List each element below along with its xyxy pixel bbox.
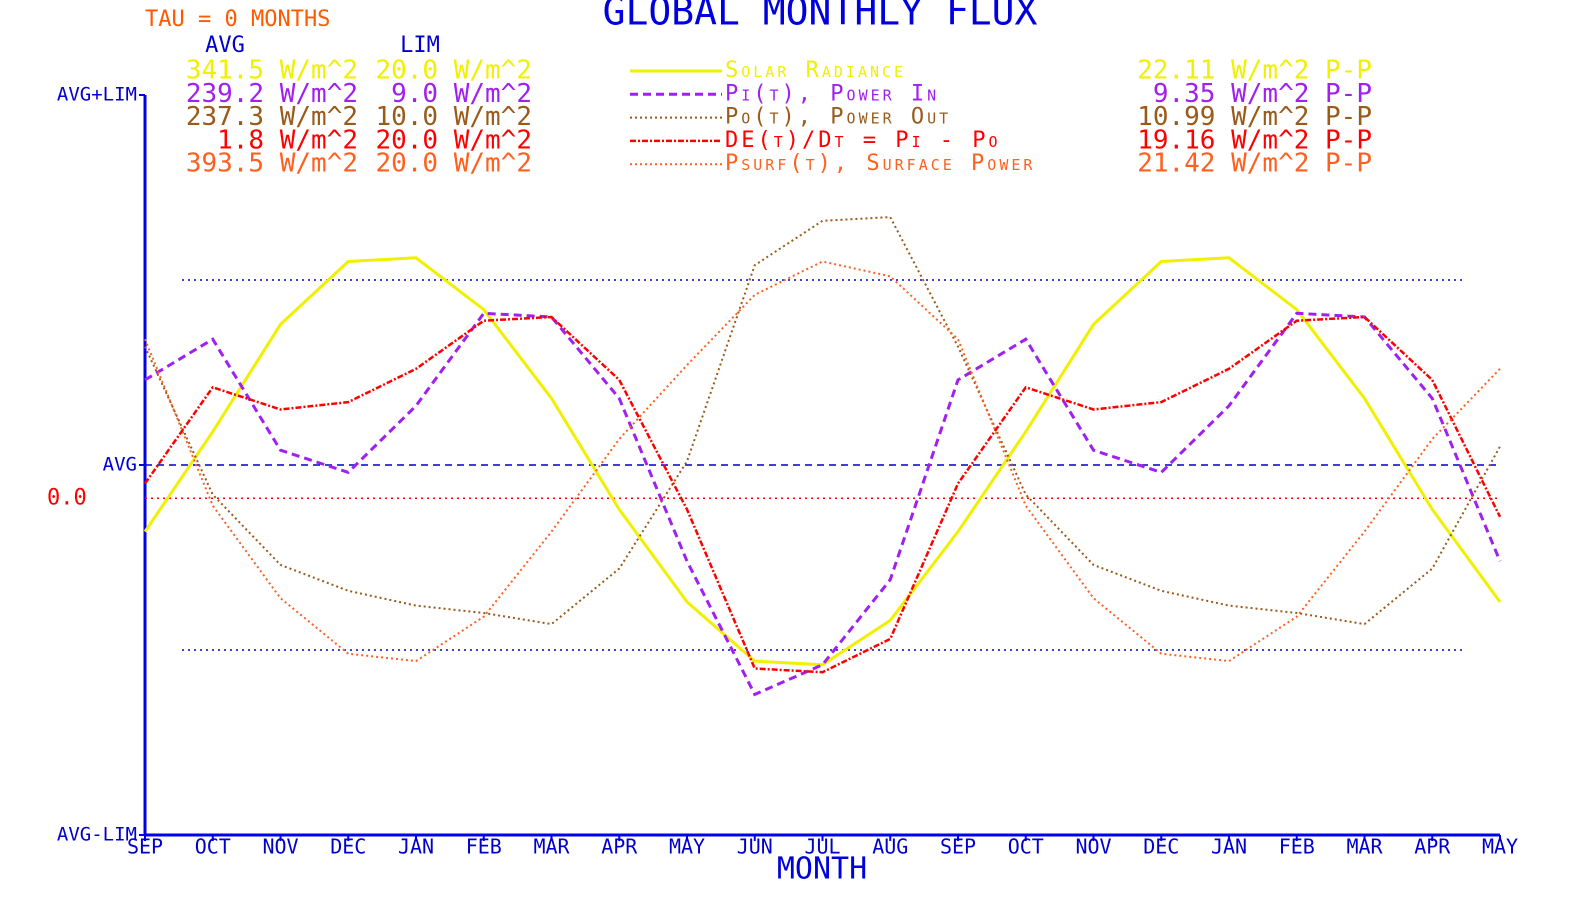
legend-label: DE(t)/Dt = Pi - Po xyxy=(725,128,1001,153)
x-tick-label: OCT xyxy=(1008,835,1044,859)
series-line xyxy=(144,311,1502,697)
x-tick-label: APR xyxy=(601,835,638,859)
x-tick-label: FEB xyxy=(1279,835,1315,859)
x-tick-label: DEC xyxy=(1143,835,1179,859)
legend-lim: 9.0 W/m^2 xyxy=(391,79,532,109)
legend-pp: 10.99 W/m^2 P-P xyxy=(1137,102,1372,132)
legend-avg: 341.5 W/m^2 xyxy=(186,56,358,86)
x-tick-label: JUL xyxy=(804,835,840,859)
legend-label: Solar Radiance xyxy=(725,58,906,83)
x-tick-label: DEC xyxy=(330,835,366,859)
x-tick-label: MAY xyxy=(1482,835,1518,859)
legend-pp: 21.42 W/m^2 P-P xyxy=(1137,149,1372,179)
x-tick-label: OCT xyxy=(195,835,231,859)
legend-avg: 393.5 W/m^2 xyxy=(186,149,358,179)
x-tick-label: NOV xyxy=(1075,835,1111,859)
legend-avg: 1.8 W/m^2 xyxy=(217,125,358,155)
legend-lim: 20.0 W/m^2 xyxy=(375,149,532,179)
legend-pp: 9.35 W/m^2 P-P xyxy=(1153,79,1372,109)
y-tick-label: AVG+LIM xyxy=(57,84,137,106)
legend-lim: 10.0 W/m^2 xyxy=(375,102,532,132)
x-tick-label: SEP xyxy=(127,835,163,859)
legend-lim: 20.0 W/m^2 xyxy=(375,56,532,86)
legend-avg: 237.3 W/m^2 xyxy=(186,102,358,132)
x-tick-label: SEP xyxy=(940,835,976,859)
x-tick-label: JAN xyxy=(1211,835,1247,859)
legend-label: Po(t), Power Out xyxy=(725,105,951,130)
avg-header: AVG xyxy=(205,33,245,58)
legend-label: Psurf(t), Surface Power xyxy=(725,151,1035,176)
y-tick-label: AVG-LIM xyxy=(57,824,137,846)
x-tick-label: FEB xyxy=(466,835,502,859)
x-tick-label: MAR xyxy=(533,835,570,859)
subtitle: TAU = 0 MONTHS xyxy=(145,7,330,32)
series-line xyxy=(144,216,1501,626)
x-tick-label: MAR xyxy=(1346,835,1383,859)
x-tick-label: MAY xyxy=(669,835,705,859)
y-tick-label: AVG xyxy=(103,454,137,476)
series-line xyxy=(143,315,1502,674)
chart-title: GLOBAL MONTHLY FLUX xyxy=(603,0,1038,34)
zero-label: 0.0 xyxy=(47,485,87,510)
x-tick-label: NOV xyxy=(262,835,298,859)
x-tick-label: APR xyxy=(1414,835,1451,859)
legend-pp: 22.11 W/m^2 P-P xyxy=(1137,56,1372,86)
x-tick-label: AUG xyxy=(872,835,908,859)
x-tick-label: JAN xyxy=(398,835,434,859)
legend-lim: 20.0 W/m^2 xyxy=(375,125,532,155)
lim-header: LIM xyxy=(400,33,440,58)
x-tick-label: JUN xyxy=(737,835,773,859)
legend-pp: 19.16 W/m^2 P-P xyxy=(1137,125,1372,155)
x-axis-label: MONTH xyxy=(777,852,867,887)
legend-avg: 239.2 W/m^2 xyxy=(186,79,358,109)
series-line xyxy=(143,256,1502,667)
legend-label: Pi(t), Power In xyxy=(725,81,939,106)
